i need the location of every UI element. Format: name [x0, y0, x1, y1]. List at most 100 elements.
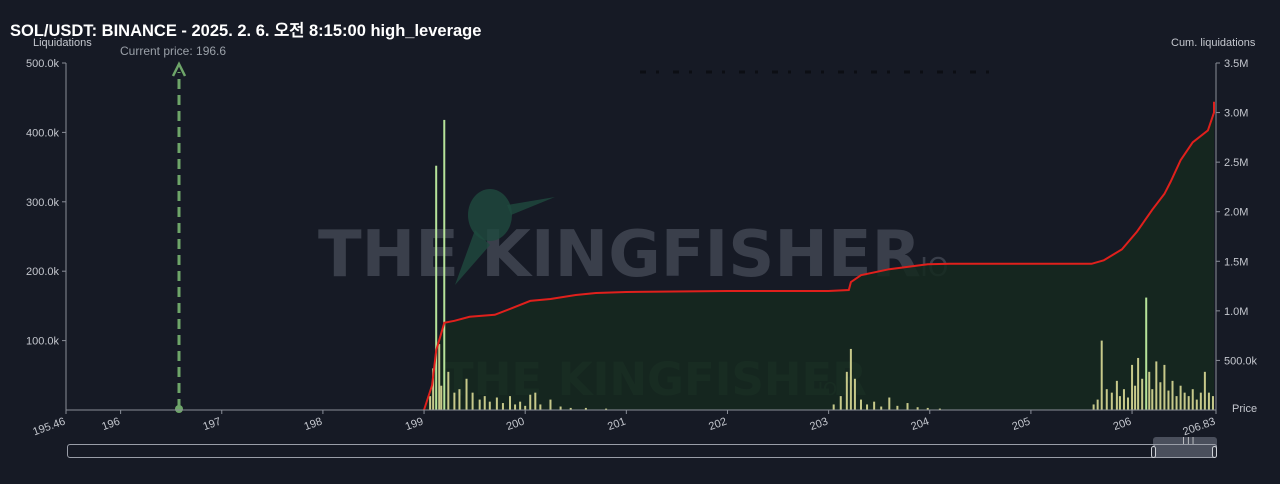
- x-axis-ticks: 195.46 196 197 198 199 200 201 202 203 204 205 206 2…: [31, 410, 1217, 438]
- x-tick-label: 206: [1112, 416, 1133, 434]
- scrollbar-tab[interactable]: [1153, 437, 1217, 446]
- left-axis-ticks: 100.0k 200.0k 300.0k 400.0k 500.0k: [26, 58, 66, 348]
- liquidation-bar: [1167, 390, 1170, 410]
- arrow-up-icon: [171, 61, 187, 77]
- x-tick-label: 202: [707, 416, 728, 434]
- liquidation-bar: [866, 404, 869, 410]
- liquidation-bar: [938, 408, 941, 410]
- liquidation-bar: [1131, 364, 1134, 410]
- liquidation-bar: [495, 397, 498, 410]
- scrollbar-thumb[interactable]: [1153, 444, 1217, 458]
- liquidation-bar: [926, 407, 929, 410]
- right-tick-label: 2.5M: [1224, 157, 1248, 169]
- liquidation-bar: [519, 401, 522, 410]
- liquidation-bar: [478, 399, 481, 410]
- liquidation-bar: [1127, 397, 1130, 410]
- liquidation-bar: [1159, 382, 1162, 410]
- right-tick-label: 2.0M: [1224, 207, 1248, 219]
- right-tick-label: 500.0k: [1224, 355, 1258, 367]
- liquidation-bar: [916, 407, 919, 410]
- liquidation-bar: [453, 392, 456, 410]
- liquidation-bar: [859, 399, 862, 410]
- liquidation-bar: [1207, 392, 1210, 410]
- liquidation-bar: [432, 368, 435, 410]
- liquidation-bar: [1092, 404, 1095, 410]
- liquidation-bar: [584, 407, 587, 410]
- x-tick-label: 204: [909, 416, 930, 434]
- x-tick-label: 197: [201, 416, 222, 434]
- right-axis-title: Cum. liquidations: [1171, 37, 1256, 49]
- liquidation-bar: [443, 119, 446, 411]
- left-tick-label: 200.0k: [26, 266, 60, 278]
- liquidation-bar: [501, 403, 504, 410]
- liquidation-bar: [1211, 396, 1214, 410]
- liquidation-bar: [1137, 357, 1140, 410]
- x-tick-label: 195.46: [31, 416, 67, 439]
- watermark-text: THE KINGFISHER: [318, 218, 921, 292]
- liquidation-bar: [465, 378, 468, 410]
- price-axis-label: Price: [1232, 403, 1257, 415]
- liquidation-bar: [539, 404, 542, 410]
- liquidation-bar: [569, 407, 572, 410]
- liquidation-bar: [438, 344, 441, 410]
- liquidation-bar: [1155, 361, 1158, 410]
- liquidation-bar: [1105, 389, 1108, 410]
- axes: [65, 63, 1217, 411]
- liquidation-bar: [845, 371, 848, 410]
- liquidation-bar: [1203, 371, 1206, 410]
- range-scrollbar[interactable]: [67, 444, 1217, 458]
- liquidation-bar: [483, 396, 486, 410]
- liquidation-bar: [1191, 389, 1194, 410]
- liquidation-bar: [1096, 399, 1099, 410]
- liquidation-bars: [429, 119, 1214, 411]
- liquidation-bar: [440, 385, 443, 410]
- liquidation-bar: [605, 408, 608, 410]
- current-price-marker: [171, 61, 187, 413]
- left-tick-label: 300.0k: [26, 197, 60, 209]
- liquidation-bar: [1187, 396, 1190, 410]
- range-handle-right[interactable]: [1212, 446, 1217, 458]
- right-tick-label: 3.0M: [1224, 108, 1248, 120]
- liquidation-bar: [1122, 389, 1125, 410]
- x-tick-label: 205: [1011, 416, 1032, 434]
- left-tick-label: 500.0k: [26, 58, 60, 70]
- liquidation-bar: [1199, 392, 1202, 410]
- right-axis-ticks: 500.0k 1.0M 1.5M 2.0M 2.5M 3.0M 3.5M: [1216, 58, 1258, 367]
- x-tick-label: 200: [505, 416, 526, 434]
- liquidation-bar: [853, 378, 856, 410]
- liquidation-bar: [529, 394, 532, 410]
- liquidation-bar: [839, 396, 842, 410]
- x-tick-label: 196: [100, 416, 121, 434]
- x-tick-label: 199: [404, 416, 425, 434]
- current-price-label: Current price: 196.6: [120, 44, 226, 58]
- liquidation-bar: [849, 348, 852, 410]
- x-tick-label: 206.83: [1181, 416, 1217, 439]
- liquidation-bar: [1115, 380, 1118, 410]
- liquidation-bar: [1148, 371, 1151, 410]
- liquidation-bar: [471, 392, 474, 410]
- range-handle-left[interactable]: [1151, 446, 1156, 458]
- liquidation-bar: [509, 396, 512, 410]
- x-tick-label: 201: [606, 416, 627, 434]
- liquidation-bar: [906, 403, 909, 410]
- left-tick-label: 100.0k: [26, 336, 60, 348]
- liquidation-bar: [873, 401, 876, 410]
- liquidation-bar: [1145, 297, 1148, 410]
- cumulative-area: [424, 101, 1214, 410]
- liquidation-bar: [549, 399, 552, 410]
- liquidation-bar: [1195, 399, 1198, 410]
- liquidation-bar: [435, 165, 438, 410]
- chart-title: SOL/USDT: BINANCE - 2025. 2. 6. 오전 8:15:…: [10, 22, 482, 40]
- liquidation-bar: [1110, 392, 1113, 410]
- liquidation-bar: [1134, 385, 1137, 410]
- kingfisher-bird-icon: [455, 189, 555, 285]
- grip-icon[interactable]: |||: [1181, 436, 1196, 445]
- liquidation-bar: [1179, 385, 1182, 410]
- right-tick-label: 3.5M: [1224, 58, 1248, 70]
- cumulative-line-path: [423, 101, 1215, 411]
- x-tick-label: 198: [303, 416, 324, 434]
- liquidation-bar: [534, 392, 537, 410]
- liquidation-bar: [429, 396, 432, 410]
- liquidation-bar: [514, 404, 517, 410]
